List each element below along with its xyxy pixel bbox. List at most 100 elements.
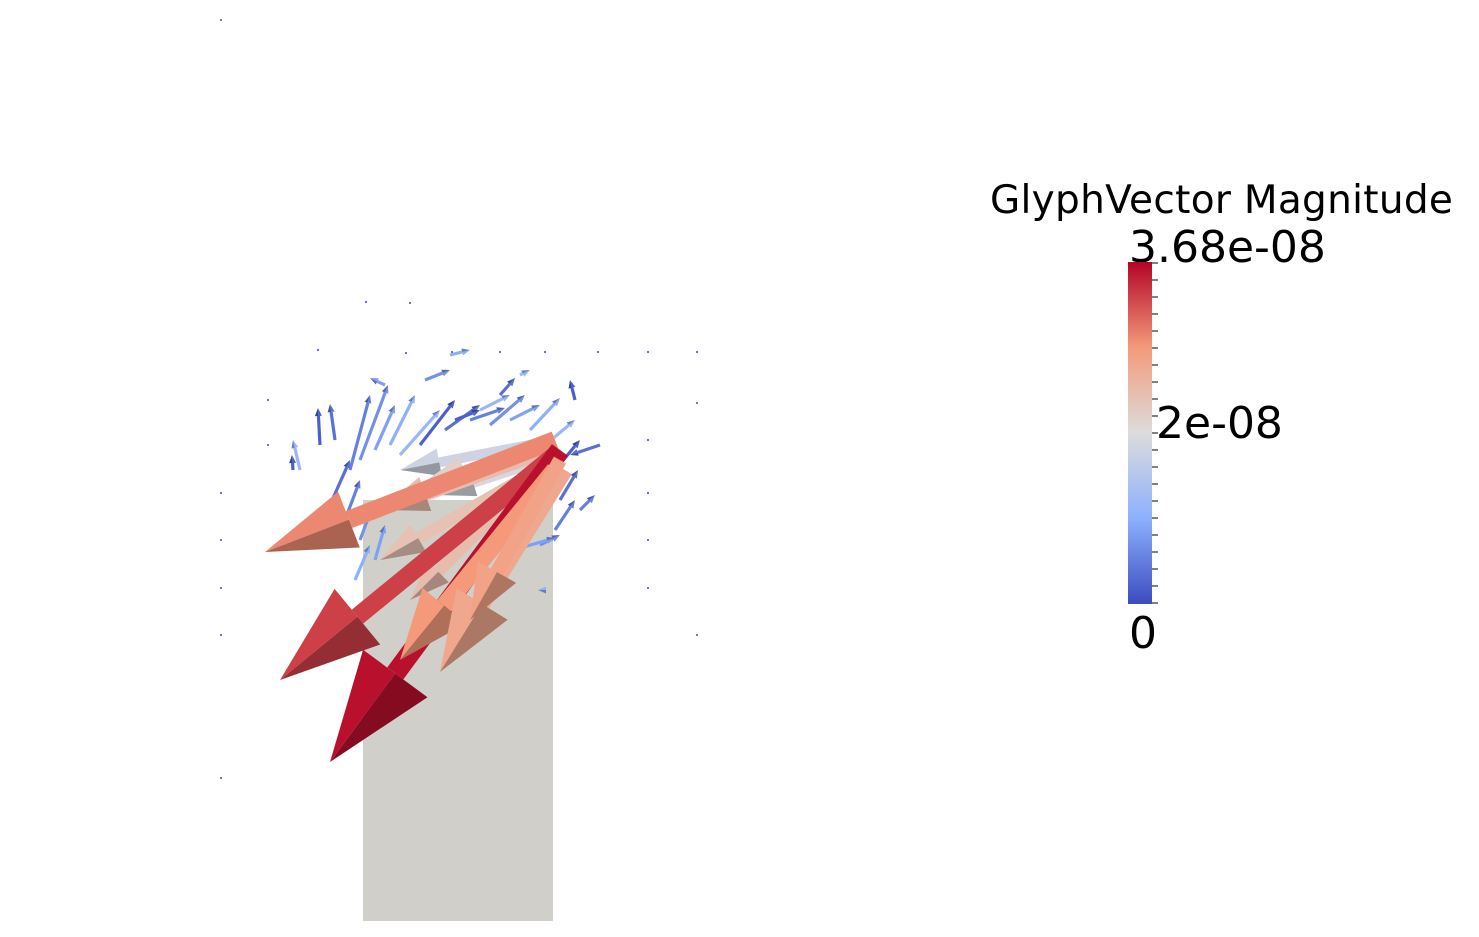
field-point-0 [220, 19, 222, 21]
small-arrow-32-head [370, 378, 379, 382]
small-arrow-21-shaft [290, 462, 295, 471]
small-arrow-18-head [547, 538, 555, 544]
large-arrow-0-head [265, 491, 349, 552]
small-vector-glyphs [220, 19, 698, 779]
large-arrow-3-head [400, 588, 445, 660]
legend-mid-label: 2e-08 [1156, 398, 1283, 449]
small-arrow-15-head [573, 470, 578, 479]
small-arrow-14-head-shadow [572, 440, 580, 447]
small-arrow-1-head [330, 404, 335, 412]
small-arrow-32-head-shadow [370, 378, 378, 385]
small-arrow-26-shaft [353, 551, 369, 581]
large-arrow-0-shaft [345, 431, 559, 528]
small-arrow-1-head-shadow [327, 404, 332, 413]
small-arrow-34-head [522, 370, 530, 377]
field-point-12 [647, 439, 649, 441]
small-arrow-20-head-shadow [291, 440, 295, 449]
small-arrow-2-shaft [348, 402, 370, 471]
small-arrow-30-head-shadow [586, 495, 595, 501]
small-arrow-22-head [346, 460, 350, 469]
field-point-16 [220, 539, 222, 541]
field-point-23 [696, 402, 698, 404]
large-arrow-2-head [330, 649, 396, 762]
small-arrow-23-head [357, 480, 361, 489]
small-arrow-1-shaft [329, 411, 337, 441]
large-arrow-3-head-shadow [400, 605, 466, 660]
small-arrow-36-head [509, 378, 515, 387]
small-arrow-16-head [570, 500, 575, 509]
small-arrow-9-shaft [469, 409, 498, 422]
field-point-3 [317, 349, 319, 351]
small-arrow-16-shaft [553, 505, 572, 531]
small-arrow-30-shaft [578, 499, 591, 512]
legend-min-label: 0 [1129, 608, 1157, 659]
small-arrow-20-shaft [293, 447, 302, 471]
small-arrow-11-head-shadow [531, 405, 540, 409]
small-arrow-26-head [366, 545, 371, 554]
small-arrow-12-head [554, 398, 560, 407]
small-arrow-27-head [502, 395, 510, 402]
small-arrow-35-shaft [570, 387, 577, 401]
field-point-6 [499, 351, 501, 353]
large-vector-glyphs [265, 431, 572, 762]
small-arrow-33-head [462, 350, 470, 356]
field-point-14 [220, 492, 222, 494]
small-arrow-35-head-shadow [568, 380, 572, 389]
small-arrow-5-head-shadow [408, 395, 415, 403]
small-arrow-12-shaft [528, 402, 556, 432]
small-arrow-8-head-shadow [471, 405, 480, 410]
small-arrow-27-head-shadow [501, 395, 510, 399]
small-arrow-10-head [518, 395, 525, 403]
colorbar-gradient [1128, 262, 1152, 604]
small-arrow-15-shaft [558, 476, 576, 501]
small-arrow-17-head-shadow [551, 535, 560, 539]
medium-arrow-7-head-shadow [410, 571, 449, 600]
legend-max-label: 3.68e-08 [1129, 222, 1326, 273]
medium-arrow-0-head [400, 448, 440, 470]
large-arrow-1-head [280, 588, 358, 680]
medium-arrow-0-head-shadow [400, 462, 442, 477]
small-arrow-4-shaft [373, 411, 394, 451]
field-point-8 [597, 351, 599, 353]
small-arrow-36-head-shadow [507, 378, 515, 384]
small-arrow-14-head [574, 440, 580, 449]
small-arrow-31-head [442, 370, 450, 377]
legend-title: GlyphVector Magnitude [990, 178, 1454, 223]
small-arrow-6-head [434, 410, 440, 419]
small-arrow-10-head-shadow [516, 395, 525, 401]
field-point-11 [267, 399, 269, 401]
small-arrow-6-shaft [398, 414, 436, 457]
small-arrow-22-head-shadow [343, 460, 350, 468]
field-point-22 [220, 777, 222, 779]
field-point-4 [405, 352, 407, 354]
large-arrow-5-shaft [490, 456, 567, 576]
small-arrow-31-head-shadow [441, 369, 450, 373]
small-arrow-26-head-shadow [363, 545, 370, 553]
small-arrow-28-head-shadow [471, 409, 480, 413]
small-arrow-11-shaft [509, 407, 534, 422]
field-point-7 [544, 351, 546, 353]
small-arrow-0-head-shadow [314, 408, 319, 417]
small-arrow-3-head-shadow [381, 385, 388, 393]
large-arrow-4-head-shadow [440, 603, 508, 672]
colorbar-ticks [1152, 262, 1158, 604]
small-arrow-28-head [472, 410, 480, 417]
small-arrow-5-head [411, 395, 415, 404]
small-arrow-32-shaft [376, 379, 386, 387]
small-arrow-2-head-shadow [364, 395, 370, 403]
colorbar [1128, 262, 1158, 604]
small-arrow-31-shaft [424, 371, 444, 382]
field-point-19 [647, 587, 649, 589]
field-point-21 [220, 634, 222, 636]
small-arrow-11-head [532, 405, 540, 412]
small-arrow-28-shaft [454, 411, 474, 422]
small-arrow-33-head-shadow [461, 348, 470, 352]
large-arrow-0-head-shadow [265, 519, 360, 552]
small-arrow-20-head [293, 440, 299, 448]
small-arrow-4-head [391, 405, 395, 414]
small-arrow-36-shaft [498, 382, 511, 397]
small-arrow-19-head-shadow [538, 590, 546, 594]
small-arrow-10-shaft [488, 398, 520, 427]
